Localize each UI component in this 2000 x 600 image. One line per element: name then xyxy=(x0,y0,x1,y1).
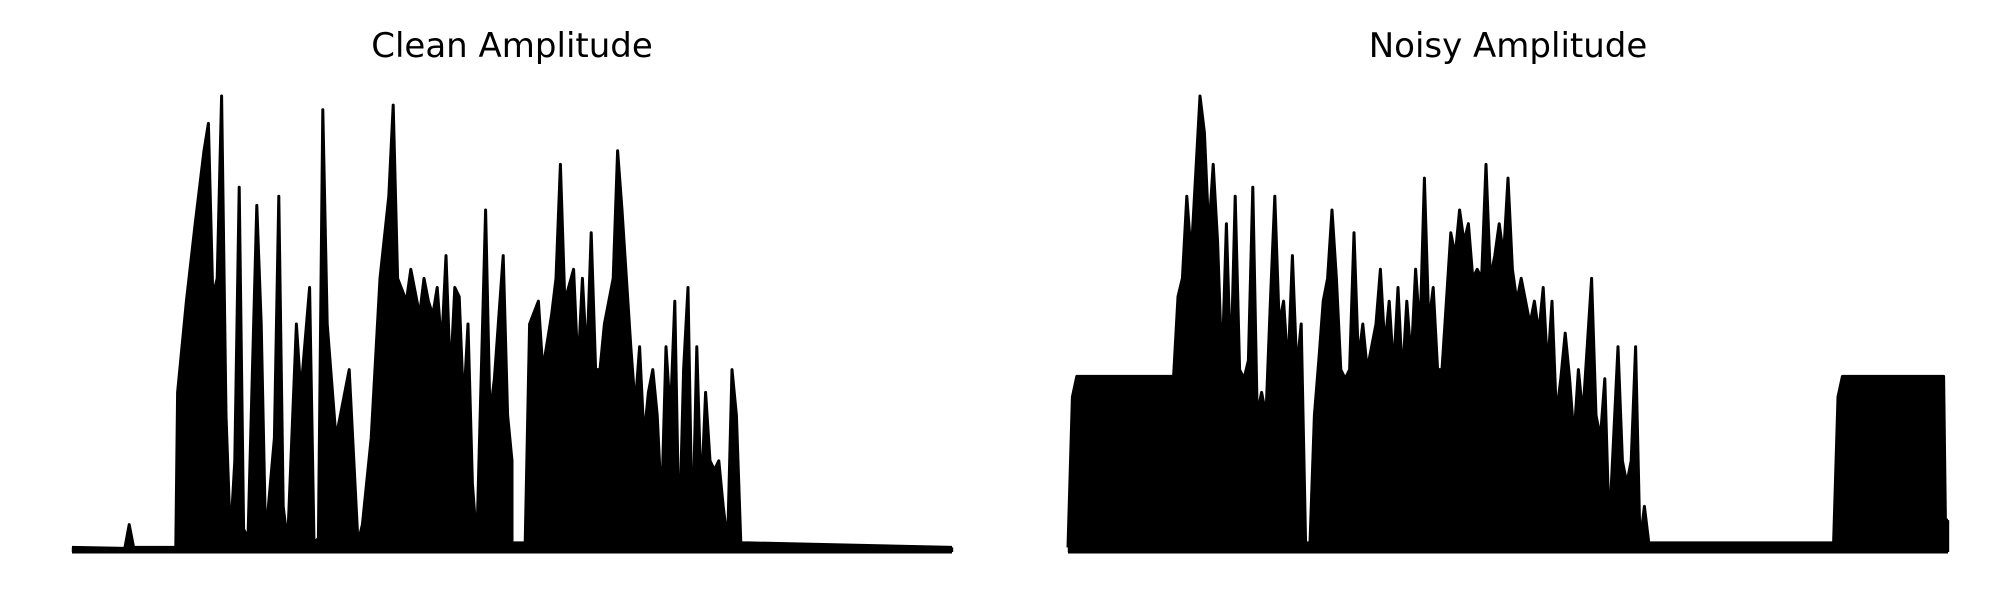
clean-amplitude-panel: Clean Amplitude xyxy=(70,0,954,600)
noisy-amplitude-series xyxy=(1067,96,1950,552)
noisy-amplitude-panel: Noisy Amplitude xyxy=(1066,0,1950,600)
clean-amplitude-plot xyxy=(71,94,954,554)
noisy-amplitude-series-outline xyxy=(1066,94,1948,548)
clean-amplitude-series xyxy=(71,109,954,552)
clean-amplitude-title: Clean Amplitude xyxy=(371,26,653,66)
clean-amplitude-series-outline xyxy=(71,94,953,550)
noisy-amplitude-title: Noisy Amplitude xyxy=(1368,26,1648,66)
noisy-amplitude-plot xyxy=(1066,94,1950,554)
